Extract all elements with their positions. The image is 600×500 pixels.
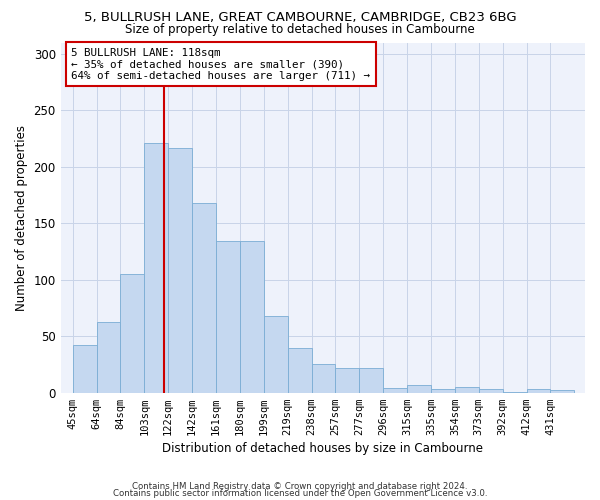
Text: 5, BULLRUSH LANE, GREAT CAMBOURNE, CAMBRIDGE, CB23 6BG: 5, BULLRUSH LANE, GREAT CAMBOURNE, CAMBR…	[83, 11, 517, 24]
Bar	[359, 368, 383, 392]
Bar	[121, 274, 144, 392]
Bar	[264, 316, 287, 392]
Bar	[407, 385, 431, 392]
Bar	[287, 348, 311, 393]
Y-axis label: Number of detached properties: Number of detached properties	[15, 124, 28, 310]
Bar	[97, 322, 121, 392]
Bar	[168, 148, 192, 392]
X-axis label: Distribution of detached houses by size in Cambourne: Distribution of detached houses by size …	[163, 442, 484, 455]
Bar	[216, 242, 240, 392]
Bar	[144, 143, 168, 392]
Bar	[311, 364, 335, 392]
Bar	[192, 203, 216, 392]
Bar	[335, 368, 359, 392]
Bar	[550, 390, 574, 392]
Text: Contains public sector information licensed under the Open Government Licence v3: Contains public sector information licen…	[113, 489, 487, 498]
Bar	[479, 390, 503, 392]
Bar	[431, 390, 455, 392]
Bar	[383, 388, 407, 392]
Text: 5 BULLRUSH LANE: 118sqm
← 35% of detached houses are smaller (390)
64% of semi-d: 5 BULLRUSH LANE: 118sqm ← 35% of detache…	[71, 48, 370, 81]
Bar	[73, 345, 97, 393]
Bar	[240, 242, 264, 392]
Text: Size of property relative to detached houses in Cambourne: Size of property relative to detached ho…	[125, 22, 475, 36]
Bar	[527, 390, 550, 392]
Bar	[455, 387, 479, 392]
Text: Contains HM Land Registry data © Crown copyright and database right 2024.: Contains HM Land Registry data © Crown c…	[132, 482, 468, 491]
